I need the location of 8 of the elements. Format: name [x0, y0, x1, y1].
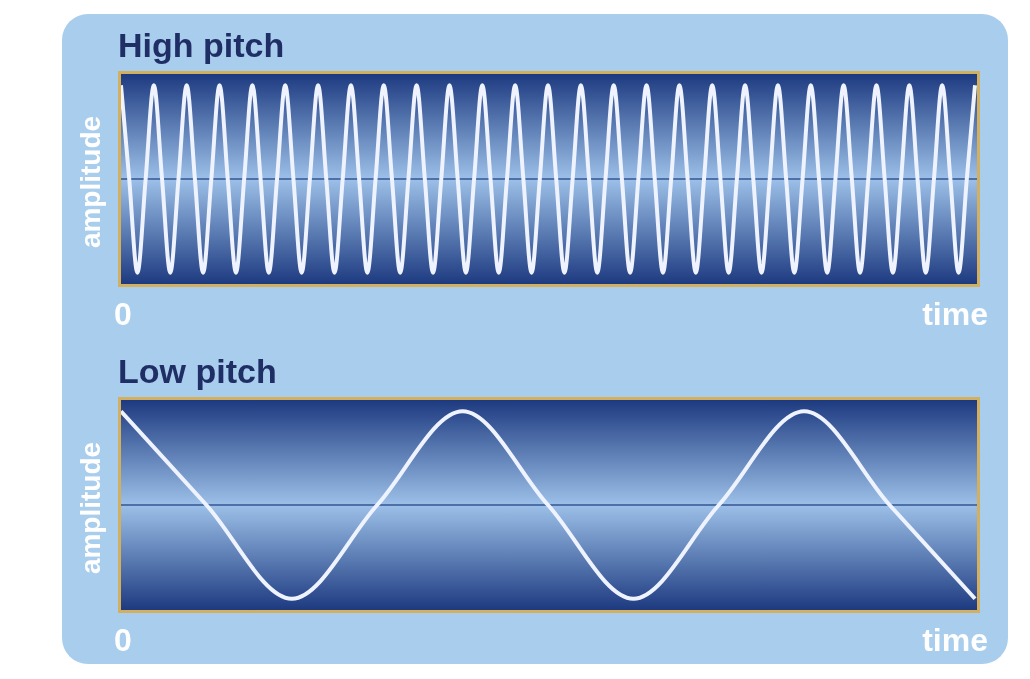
- y-axis-title: amplitude: [75, 441, 107, 575]
- x-axis-title: time: [922, 622, 988, 659]
- text: 0: [114, 622, 132, 659]
- chart-title: Low pitch: [118, 352, 277, 391]
- text: 0: [114, 296, 132, 333]
- x-axis-title: time: [922, 296, 988, 333]
- y-axis-title: amplitude: [75, 115, 107, 249]
- chart-title: High pitch: [118, 26, 285, 65]
